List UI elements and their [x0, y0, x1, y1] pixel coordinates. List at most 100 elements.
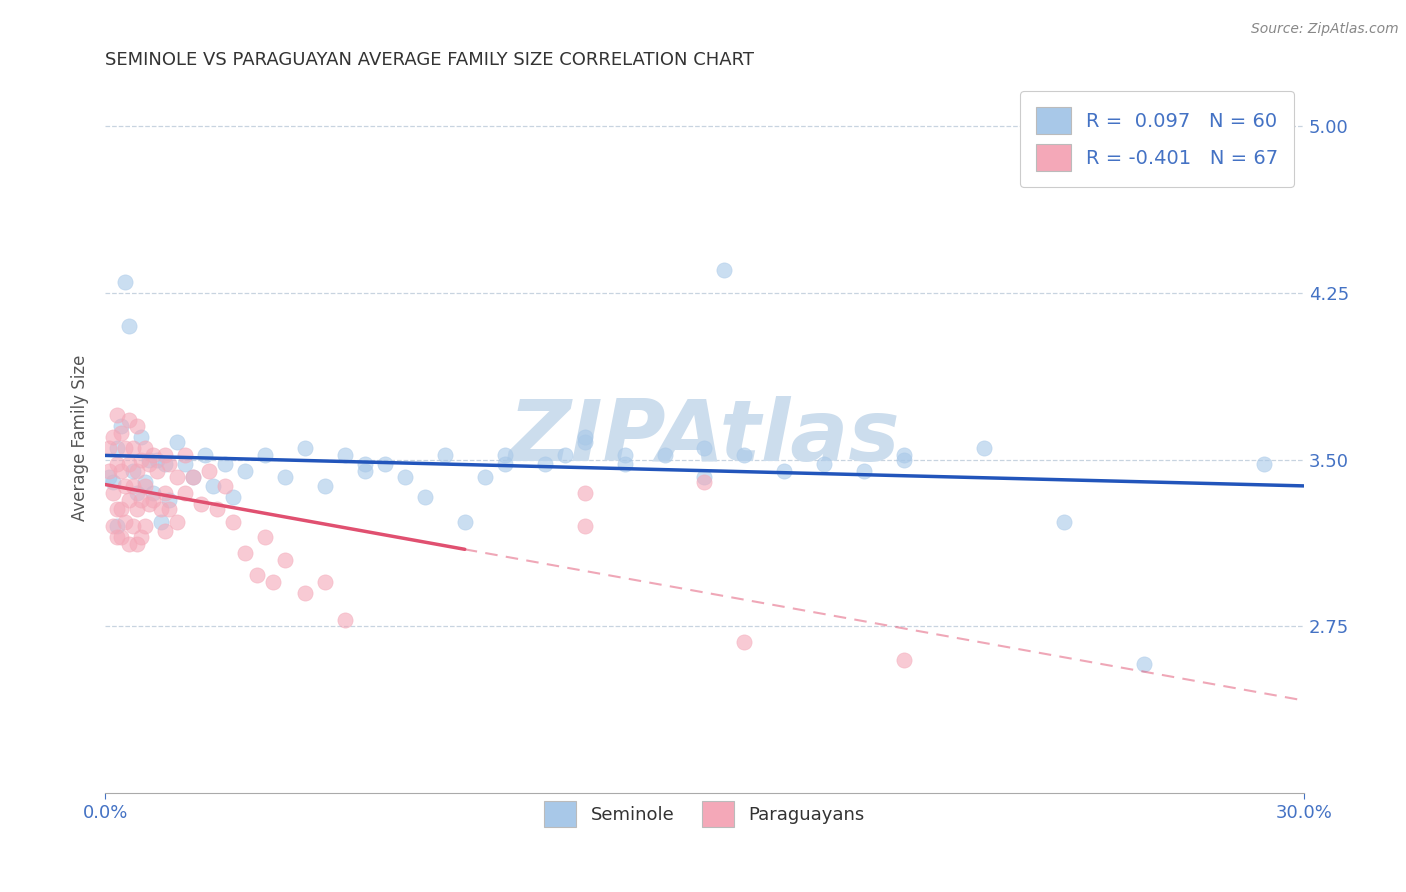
Point: [494, 448, 516, 462]
Point: [129, 492, 152, 507]
Point: [105, 519, 128, 533]
Point: [533, 457, 555, 471]
Point: [294, 586, 316, 600]
Point: [413, 491, 436, 505]
Point: [1253, 457, 1275, 471]
Legend: Seminole, Paraguayans: Seminole, Paraguayans: [537, 794, 872, 834]
Point: [454, 515, 477, 529]
Point: [122, 442, 145, 456]
Point: [110, 464, 132, 478]
Point: [138, 457, 160, 471]
Point: [973, 442, 995, 456]
Point: [114, 515, 136, 529]
Point: [214, 457, 236, 471]
Point: [105, 457, 128, 471]
Point: [713, 263, 735, 277]
Point: [374, 457, 396, 471]
Point: [110, 531, 132, 545]
Point: [174, 486, 197, 500]
Point: [613, 448, 636, 462]
Point: [654, 448, 676, 462]
Point: [105, 408, 128, 422]
Point: [202, 479, 225, 493]
Point: [574, 430, 596, 444]
Point: [114, 479, 136, 493]
Point: [233, 546, 256, 560]
Point: [118, 457, 141, 471]
Text: Source: ZipAtlas.com: Source: ZipAtlas.com: [1251, 22, 1399, 37]
Point: [110, 501, 132, 516]
Point: [853, 464, 876, 478]
Point: [150, 501, 173, 516]
Point: [893, 452, 915, 467]
Point: [1053, 515, 1076, 529]
Point: [157, 492, 180, 507]
Point: [134, 519, 156, 533]
Point: [103, 475, 125, 489]
Point: [127, 486, 149, 500]
Point: [314, 574, 336, 589]
Point: [294, 442, 316, 456]
Point: [246, 568, 269, 582]
Point: [157, 457, 180, 471]
Point: [103, 430, 125, 444]
Point: [122, 464, 145, 478]
Point: [574, 486, 596, 500]
Point: [146, 452, 169, 467]
Point: [98, 464, 121, 478]
Text: SEMINOLE VS PARAGUAYAN AVERAGE FAMILY SIZE CORRELATION CHART: SEMINOLE VS PARAGUAYAN AVERAGE FAMILY SI…: [105, 51, 754, 69]
Point: [127, 419, 149, 434]
Point: [98, 470, 121, 484]
Point: [354, 457, 377, 471]
Point: [114, 275, 136, 289]
Point: [142, 492, 165, 507]
Point: [274, 470, 297, 484]
Point: [146, 464, 169, 478]
Point: [574, 434, 596, 449]
Point: [127, 464, 149, 478]
Point: [153, 457, 176, 471]
Point: [394, 470, 416, 484]
Point: [142, 486, 165, 500]
Point: [127, 537, 149, 551]
Point: [110, 419, 132, 434]
Point: [205, 501, 228, 516]
Point: [181, 470, 204, 484]
Point: [138, 452, 160, 467]
Point: [122, 519, 145, 533]
Point: [433, 448, 456, 462]
Point: [333, 613, 356, 627]
Point: [153, 486, 176, 500]
Point: [103, 486, 125, 500]
Point: [222, 491, 245, 505]
Point: [253, 448, 276, 462]
Point: [773, 464, 796, 478]
Point: [181, 470, 204, 484]
Point: [103, 519, 125, 533]
Y-axis label: Average Family Size: Average Family Size: [72, 354, 89, 521]
Point: [105, 531, 128, 545]
Point: [157, 501, 180, 516]
Point: [118, 492, 141, 507]
Point: [174, 457, 197, 471]
Point: [105, 442, 128, 456]
Point: [214, 479, 236, 493]
Point: [693, 470, 716, 484]
Point: [118, 319, 141, 334]
Point: [893, 448, 915, 462]
Point: [134, 442, 156, 456]
Point: [114, 442, 136, 456]
Point: [166, 470, 188, 484]
Point: [110, 425, 132, 440]
Point: [222, 515, 245, 529]
Point: [893, 653, 915, 667]
Point: [166, 434, 188, 449]
Point: [733, 635, 755, 649]
Point: [198, 464, 221, 478]
Point: [134, 479, 156, 493]
Point: [613, 457, 636, 471]
Point: [233, 464, 256, 478]
Point: [134, 475, 156, 489]
Point: [274, 552, 297, 566]
Point: [129, 430, 152, 444]
